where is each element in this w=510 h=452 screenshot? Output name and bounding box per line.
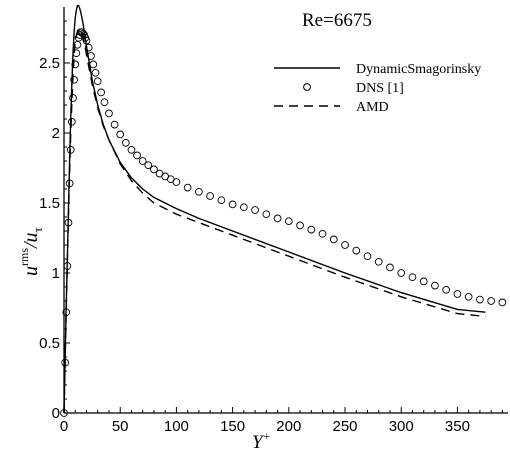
point-dns-1 xyxy=(89,60,98,69)
x-axis-label-main: Y xyxy=(252,432,265,452)
axes xyxy=(63,7,508,414)
x-tick-label: 100 xyxy=(164,418,189,435)
y-tick-label: 2.5 xyxy=(39,55,60,72)
legend: DynamicSmagorinsky DNS [1] AMD xyxy=(274,62,481,115)
legend-swatch-dns xyxy=(303,83,311,91)
point-dns-1 xyxy=(138,157,147,165)
y-axis-label-sub: τ xyxy=(30,227,45,232)
y-tick-label: 1.5 xyxy=(39,195,60,212)
point-dns-1 xyxy=(228,200,237,209)
point-dns-1 xyxy=(84,43,93,52)
point-dns-1 xyxy=(68,117,76,126)
point-dns-1 xyxy=(97,88,105,97)
x-tick-label: 200 xyxy=(276,418,301,435)
point-dns-1 xyxy=(442,285,451,294)
y-axis-label: urms/uτ xyxy=(17,227,45,276)
legend-label-dynamicsmagorinsky: DynamicSmagorinsky xyxy=(356,62,481,77)
point-dns-1 xyxy=(487,297,495,305)
x-tick-label: 350 xyxy=(445,418,470,435)
line-amd xyxy=(63,28,486,414)
legend-label-dns: DNS [1] xyxy=(356,81,404,96)
y-axis-label-den: /u xyxy=(20,232,42,249)
point-dns-1 xyxy=(150,165,158,174)
point-dns-1 xyxy=(408,273,417,282)
point-dns-1 xyxy=(262,210,271,219)
point-dns-1 xyxy=(273,214,282,223)
y-axis-label-sup: rms xyxy=(17,248,31,266)
re-annotation: Re=6675 xyxy=(302,10,372,31)
y-tick-label: 1 xyxy=(52,265,60,282)
point-dns-1 xyxy=(69,94,77,102)
point-dns-1 xyxy=(183,183,192,192)
point-dns-1 xyxy=(93,77,102,86)
point-dns-1 xyxy=(70,75,78,84)
point-dns-1 xyxy=(251,206,259,214)
ticks: 0 50 100 150 200 250 300 350 0 0.5 1 1.5 2 2.5 xyxy=(39,20,503,435)
x-axis-label: Y+ xyxy=(252,429,271,452)
point-dns-1 xyxy=(82,36,91,45)
point-dns-1 xyxy=(206,192,214,200)
point-dns-1 xyxy=(374,257,383,266)
point-dns-1 xyxy=(386,263,394,272)
x-tick-label: 0 xyxy=(60,418,68,435)
point-dns-1 xyxy=(121,138,130,147)
x-tick-label: 300 xyxy=(389,418,414,435)
point-dns-1 xyxy=(133,151,141,160)
point-dns-1 xyxy=(453,290,462,298)
x-tick-label: 50 xyxy=(112,418,129,435)
point-dns-1 xyxy=(144,161,153,170)
point-dns-1 xyxy=(307,225,316,234)
point-dns-1 xyxy=(296,221,304,230)
y-tick-label: 0 xyxy=(52,405,60,422)
y-tick-label: 2 xyxy=(52,125,60,142)
legend-label-amd: AMD xyxy=(356,100,389,115)
point-dns-1 xyxy=(217,196,226,205)
x-axis-label-sup: + xyxy=(263,429,271,443)
point-dns-1 xyxy=(363,252,372,261)
point-dns-1 xyxy=(100,98,109,107)
point-dns-1 xyxy=(78,28,86,37)
point-dns-1 xyxy=(110,120,119,129)
point-dns-1 xyxy=(318,229,327,238)
point-dns-1 xyxy=(71,60,80,69)
point-dns-1 xyxy=(352,246,361,255)
point-dns-1 xyxy=(397,269,406,277)
point-dns-1 xyxy=(284,217,293,226)
point-dns-1 xyxy=(464,292,473,301)
point-dns-1 xyxy=(72,49,81,58)
point-dns-1 xyxy=(195,187,203,196)
point-dns-1 xyxy=(127,145,136,154)
point-dns-1 xyxy=(431,281,439,290)
point-dns-1 xyxy=(116,130,125,139)
point-dns-1 xyxy=(498,298,507,307)
point-dns-1 xyxy=(239,203,248,212)
plot-lines xyxy=(60,4,507,417)
point-dns-1 xyxy=(91,68,100,77)
x-tick-label: 150 xyxy=(220,418,245,435)
y-tick-label: 0.5 xyxy=(39,335,60,352)
point-dns-1 xyxy=(341,241,349,249)
point-dns-1 xyxy=(105,109,113,118)
point-dns-1 xyxy=(419,277,428,286)
point-dns-1 xyxy=(329,235,338,244)
point-dns-1 xyxy=(172,178,181,186)
point-dns-1 xyxy=(87,52,95,60)
x-tick-label: 250 xyxy=(332,418,357,435)
y-axis-label-main: u xyxy=(20,266,42,276)
point-dns-1 xyxy=(476,295,484,304)
